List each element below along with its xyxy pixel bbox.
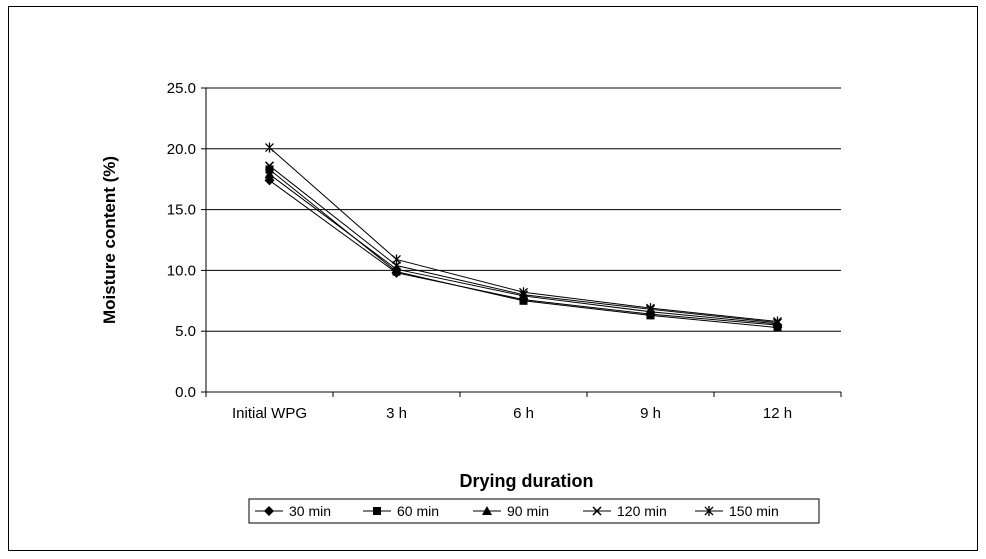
- legend-item: 150 min: [695, 503, 779, 519]
- y-axis-title: Moisture content (%): [100, 156, 119, 324]
- grid-lines: [206, 87, 841, 332]
- data-point: [264, 169, 275, 179]
- legend-item: 120 min: [583, 503, 667, 519]
- legend-label: 120 min: [617, 503, 667, 519]
- y-tick-label: 15.0: [167, 202, 196, 219]
- legend-label: 30 min: [289, 503, 331, 519]
- x-tick-labels: Initial WPG 3 h 6 h 9 h 12 h: [232, 405, 792, 422]
- legend-marker: [264, 506, 274, 516]
- x-tick-label: 6 h: [513, 405, 534, 422]
- series-30-min: [264, 175, 783, 331]
- legend-marker: [373, 507, 381, 515]
- x-tick-label: 9 h: [640, 405, 661, 422]
- chart-frame: 0.0 5.0 10.0 15.0 20.0 25.0 Initial WPG 3 h 6 h…: [8, 6, 978, 551]
- legend-item: 90 min: [473, 503, 549, 519]
- data-point: [265, 142, 274, 153]
- y-tick-label: 20.0: [167, 141, 196, 158]
- legend-marker: [592, 506, 602, 516]
- legend-item: 60 min: [363, 503, 439, 519]
- axes: [201, 87, 842, 397]
- legend-box: [248, 498, 820, 524]
- x-tick-label: 3 h: [386, 405, 407, 422]
- y-tick-labels: 0.0 5.0 10.0 15.0 20.0 25.0: [167, 80, 196, 401]
- x-axis-title: Drying duration: [460, 471, 594, 491]
- legend-label: 60 min: [397, 503, 439, 519]
- x-tick-label: Initial WPG: [232, 405, 307, 422]
- y-tick-label: 0.0: [175, 384, 196, 401]
- data-point: [391, 264, 402, 274]
- legend-item: 30 min: [255, 503, 331, 519]
- series-60-min: [265, 165, 782, 332]
- legend-marker: [704, 506, 714, 516]
- data-point: [773, 316, 782, 327]
- y-tick-label: 5.0: [175, 323, 196, 340]
- moisture-line-chart: 0.0 5.0 10.0 15.0 20.0 25.0 Initial WPG 3 h 6 h…: [100, 80, 842, 524]
- data-point: [264, 161, 275, 171]
- legend-marker: [482, 506, 492, 515]
- series-150-min: [265, 142, 782, 327]
- x-tick-label: 12 h: [763, 405, 792, 422]
- y-tick-label: 25.0: [167, 80, 196, 97]
- data-point: [519, 287, 528, 298]
- data-point: [646, 303, 655, 314]
- legend-label: 90 min: [507, 503, 549, 519]
- legend-label: 150 min: [729, 503, 779, 519]
- legend: 30 min 60 min 90 min 120 min 150 min: [248, 498, 820, 524]
- series-group: [264, 142, 783, 332]
- y-tick-label: 10.0: [167, 262, 196, 279]
- data-point: [519, 296, 528, 305]
- data-point: [392, 254, 401, 265]
